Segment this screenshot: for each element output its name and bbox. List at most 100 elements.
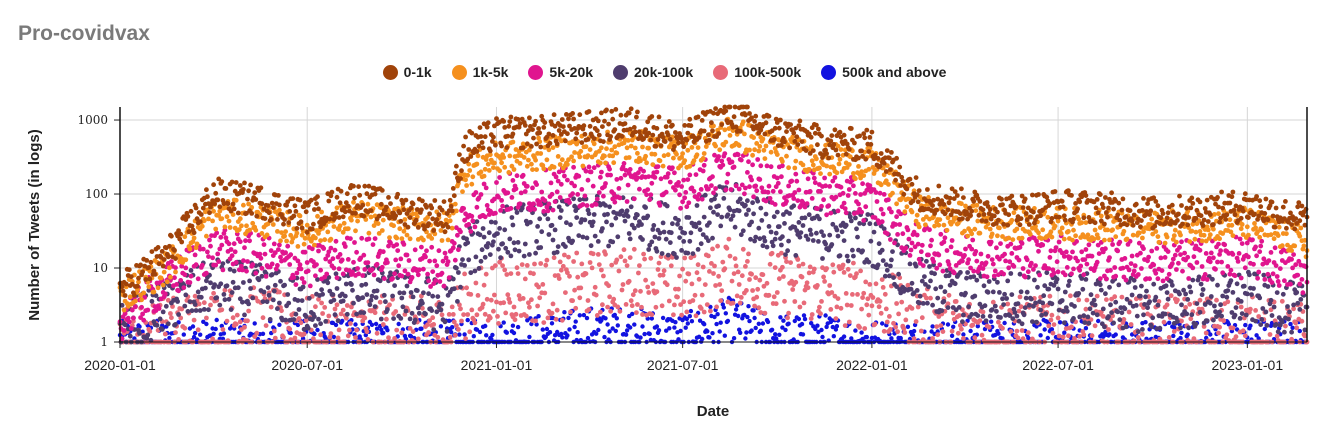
data-point <box>1154 246 1160 251</box>
data-point <box>203 285 208 291</box>
data-point <box>752 303 757 309</box>
data-point <box>997 256 1002 262</box>
data-point <box>715 243 720 249</box>
data-point <box>616 186 622 191</box>
data-point <box>1149 324 1155 330</box>
data-point <box>842 323 848 328</box>
data-point <box>410 294 416 300</box>
data-point <box>419 326 424 331</box>
data-point <box>733 307 739 312</box>
data-point <box>712 196 717 202</box>
data-point <box>998 241 1003 247</box>
data-point <box>1047 293 1053 299</box>
data-point <box>1028 260 1034 266</box>
data-point <box>182 303 188 309</box>
data-point <box>319 287 324 293</box>
legend-item-5k-20k[interactable]: 5k-20k <box>528 64 593 80</box>
data-point <box>681 299 687 305</box>
data-point <box>1226 322 1232 327</box>
data-point <box>853 328 858 333</box>
data-point <box>1219 259 1224 265</box>
data-point <box>470 218 476 224</box>
data-point <box>695 196 701 202</box>
data-point <box>820 334 825 340</box>
data-point <box>155 285 161 291</box>
data-point <box>1206 255 1212 261</box>
data-point <box>994 308 999 314</box>
data-point <box>1055 286 1061 292</box>
data-point <box>380 217 386 223</box>
data-point <box>283 250 288 256</box>
data-point <box>1243 322 1248 328</box>
data-point <box>355 266 360 271</box>
data-point <box>1275 329 1281 335</box>
data-point <box>242 245 247 251</box>
data-point <box>305 325 311 331</box>
data-point <box>338 311 344 317</box>
data-point <box>938 231 944 237</box>
data-point <box>1116 282 1122 288</box>
legend-item-500k-and-above[interactable]: 500k and above <box>821 64 946 80</box>
data-point <box>353 335 358 340</box>
data-point <box>861 221 867 227</box>
data-point <box>711 209 716 215</box>
data-point <box>828 307 834 312</box>
data-point <box>932 271 937 277</box>
data-point <box>823 313 828 318</box>
data-point <box>928 278 933 284</box>
data-point <box>655 164 661 170</box>
data-point <box>622 218 628 224</box>
data-point <box>1162 311 1168 317</box>
data-point <box>1108 268 1113 273</box>
data-point <box>586 211 592 217</box>
data-point <box>665 252 671 258</box>
data-point <box>1129 253 1135 259</box>
data-point <box>139 297 145 303</box>
data-point <box>956 313 962 318</box>
data-point <box>1084 261 1090 267</box>
data-point <box>566 254 571 260</box>
data-point <box>620 282 626 287</box>
data-point <box>926 284 931 290</box>
data-point <box>996 319 1001 325</box>
data-point <box>879 277 885 282</box>
data-point <box>869 303 875 309</box>
data-point <box>541 320 547 325</box>
data-point <box>769 327 775 332</box>
data-point <box>805 176 811 182</box>
data-point <box>1074 239 1079 244</box>
data-point <box>719 288 725 293</box>
legend-item-20k-100k[interactable]: 20k-100k <box>613 64 693 80</box>
data-point <box>920 301 926 306</box>
data-point <box>452 201 458 207</box>
data-point <box>536 314 541 319</box>
data-point <box>746 207 751 213</box>
legend-item-100k-500k[interactable]: 100k-500k <box>713 64 801 80</box>
data-point <box>323 319 329 324</box>
data-point <box>511 240 517 246</box>
data-point <box>570 191 575 197</box>
data-point <box>469 213 475 219</box>
data-point <box>722 333 727 338</box>
data-point <box>377 299 383 305</box>
data-point <box>520 172 526 178</box>
legend-item-1k-5k[interactable]: 1k-5k <box>451 64 508 80</box>
data-point <box>795 257 801 262</box>
data-point <box>763 198 769 204</box>
data-point <box>158 275 164 281</box>
data-point <box>269 272 275 277</box>
data-point <box>441 283 447 289</box>
data-point <box>216 259 222 264</box>
data-point <box>656 236 662 241</box>
data-point <box>908 286 914 292</box>
data-point <box>505 249 511 255</box>
data-point <box>588 169 594 175</box>
data-point <box>450 245 456 251</box>
data-point <box>427 318 432 324</box>
data-point <box>173 269 178 275</box>
data-point <box>526 300 531 306</box>
legend-item-0-1k[interactable]: 0-1k <box>382 64 432 80</box>
data-point <box>1227 271 1233 277</box>
data-point <box>1036 248 1041 254</box>
data-point <box>969 312 975 317</box>
